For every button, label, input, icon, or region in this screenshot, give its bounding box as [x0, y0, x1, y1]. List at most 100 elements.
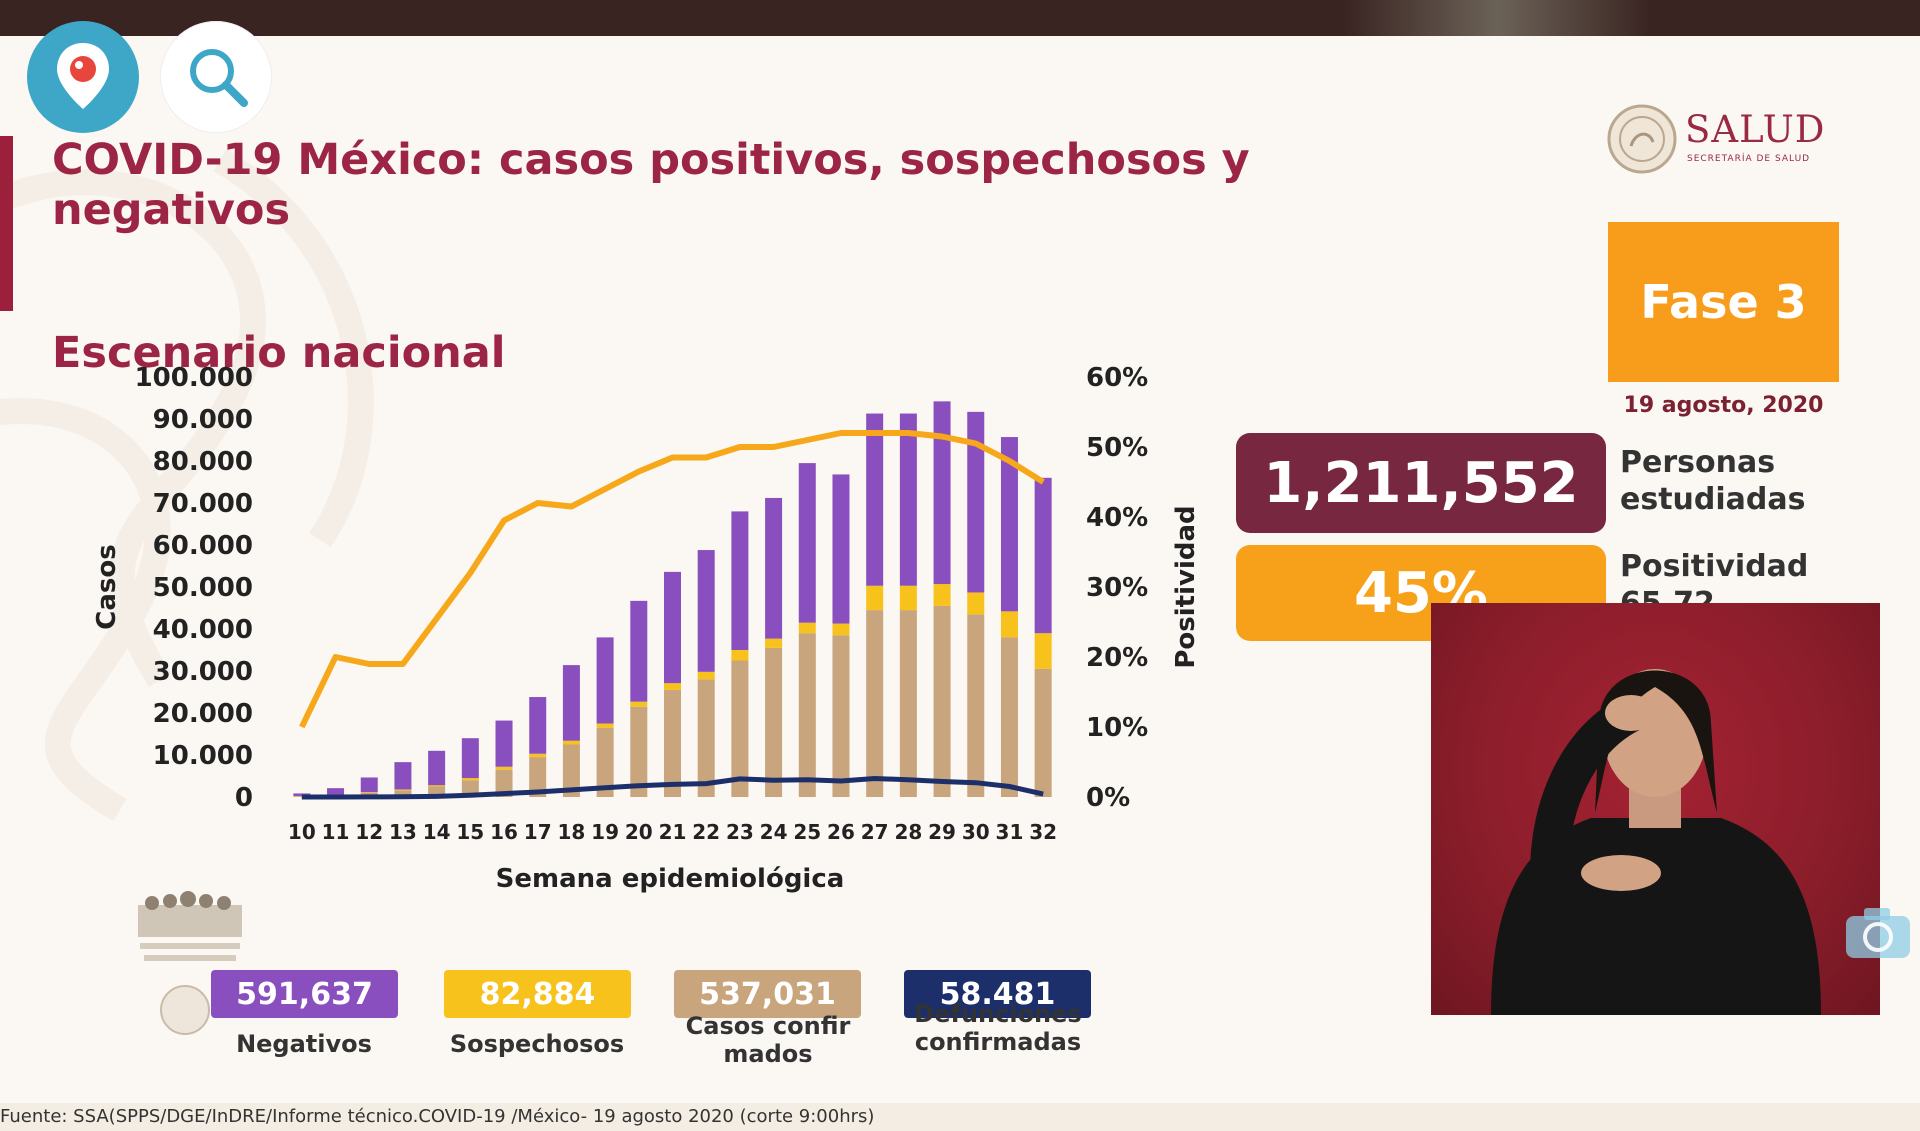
x-tick-label: 18: [557, 820, 585, 844]
x-tick-label: 24: [760, 820, 788, 844]
bar-sospechosos: [664, 683, 681, 690]
bar-confirmados: [731, 660, 749, 797]
legend-negativos-label: Negativos: [236, 1030, 372, 1058]
bar-confirmados: [866, 610, 884, 797]
bar-negativos: [562, 665, 580, 741]
bar-confirmados: [967, 614, 985, 797]
line-defunciones: [301, 776, 1044, 800]
bar-confirmados: [596, 727, 614, 797]
source-note: Fuente: SSA(SPPS/DGE/InDRE/Informe técni…: [0, 1106, 875, 1127]
source-footer-bar: [0, 1103, 1920, 1131]
legend-confirmados-value: 537,031: [674, 970, 861, 1018]
bar-confirmados: [765, 647, 783, 797]
y2-tick-label: 60%: [1086, 363, 1148, 393]
y-tick-label: 40.000: [153, 615, 253, 645]
legend-defunciones-label: Defunciones confirmadas: [914, 1000, 1082, 1056]
bar-negativos: [765, 497, 783, 639]
y-tick-label: 50.000: [153, 573, 253, 603]
bar-negativos: [697, 550, 715, 672]
report-date: 19 agosto, 2020: [1623, 393, 1824, 418]
x-tick-label: 25: [793, 820, 821, 844]
legend-negativos-value: 591,637: [211, 970, 398, 1018]
bar-confirmados: [697, 679, 715, 797]
line-positividad: [299, 430, 1045, 729]
slide-subtitle: Escenario nacional: [52, 328, 506, 378]
bar-negativos: [832, 474, 850, 624]
seal-icon: [160, 985, 210, 1035]
positivity-label-text: Positividad: [1620, 549, 1809, 584]
legend-confirmados-label: Casos confirmados: [685, 1012, 851, 1068]
y2-tick-label: 30%: [1086, 573, 1148, 603]
bar-negativos: [933, 401, 951, 585]
y2-tick-label: 20%: [1086, 643, 1148, 673]
x-tick-label: 23: [726, 820, 754, 844]
bar-sospechosos: [1034, 633, 1052, 669]
bar-negativos: [1000, 437, 1018, 612]
bar-sospechosos: [731, 650, 749, 661]
title-accent-bar: [0, 136, 13, 311]
bar-sospechosos: [428, 785, 446, 787]
bar-sospechosos: [798, 622, 816, 634]
y-tick-label: 30.000: [153, 657, 253, 687]
bar-confirmados: [933, 605, 951, 797]
bar-confirmados: [394, 790, 412, 797]
bar-sospechosos: [866, 585, 884, 611]
bar-sospechosos: [765, 638, 783, 648]
search-icon: [190, 49, 248, 107]
x-tick-label: 17: [524, 820, 552, 844]
bar-sospechosos: [832, 623, 850, 636]
bar-sospechosos: [697, 671, 715, 680]
x-tick-label: 13: [389, 820, 417, 844]
y2-tick-label: 0%: [1086, 783, 1130, 813]
bar-sospechosos: [899, 585, 917, 611]
stream-top-bar: [0, 0, 1920, 36]
salud-tagline: SECRETARÍA DE SALUD: [1687, 154, 1811, 164]
legend-sospechosos-value: 82,884: [444, 970, 631, 1018]
bar-negativos: [394, 762, 412, 790]
cases-chart: 0 10.000 20.000 30.000 40.000 50.000 60.000 70.…: [92, 363, 1201, 894]
phase-badge: Fase 3: [1608, 222, 1839, 382]
x-tick-label: 30: [962, 820, 990, 844]
bar-confirmados: [562, 744, 580, 797]
x-tick-label: 27: [861, 820, 889, 844]
x-tick-label: 26: [827, 820, 855, 844]
y-axis-label: Casos: [92, 544, 122, 629]
camera-button[interactable]: [1842, 902, 1914, 962]
bar-sospechosos: [630, 701, 648, 707]
search-button[interactable]: [160, 21, 272, 133]
bar-sospechosos: [529, 753, 547, 758]
bar-negativos: [360, 777, 378, 793]
government-emblem-logo: [130, 875, 250, 975]
bar-negativos: [630, 600, 648, 702]
bar-negativos: [664, 571, 681, 684]
y-tick-label: 70.000: [153, 489, 253, 519]
bar-sospechosos: [933, 584, 951, 606]
persons-studied-value: 1,211,552: [1236, 433, 1606, 533]
bar-confirmados: [1034, 668, 1052, 797]
bar-negativos: [798, 463, 816, 623]
bar-negativos: [428, 750, 446, 786]
positivity-value: 45%: [1236, 545, 1606, 641]
bar-negativos: [899, 413, 917, 586]
bar-sospechosos: [1000, 611, 1018, 638]
bar-sospechosos: [394, 789, 412, 791]
background-motif: [0, 148, 374, 820]
camera-icon: [1846, 908, 1910, 958]
x-tick-label: 16: [490, 820, 518, 844]
bar-confirmados: [630, 706, 648, 797]
bar-confirmados: [1000, 637, 1018, 797]
salud-wordmark: SALUD: [1685, 108, 1826, 151]
x-tick-label: 28: [894, 820, 922, 844]
x-tick-label: 15: [456, 820, 484, 844]
periscope-button[interactable]: [27, 21, 139, 133]
bar-negativos: [1034, 477, 1052, 634]
bar-sospechosos: [360, 792, 378, 793]
x-axis-label: Semana epidemiológica: [496, 864, 845, 894]
x-tick-label: 19: [591, 820, 619, 844]
y-tick-label: 10.000: [153, 741, 253, 771]
x-tick-label: 11: [322, 820, 350, 844]
periscope-pin-icon: [57, 43, 109, 109]
bar-confirmados: [899, 610, 917, 797]
bar-sospechosos: [461, 778, 479, 781]
x-tick-label: 12: [355, 820, 383, 844]
